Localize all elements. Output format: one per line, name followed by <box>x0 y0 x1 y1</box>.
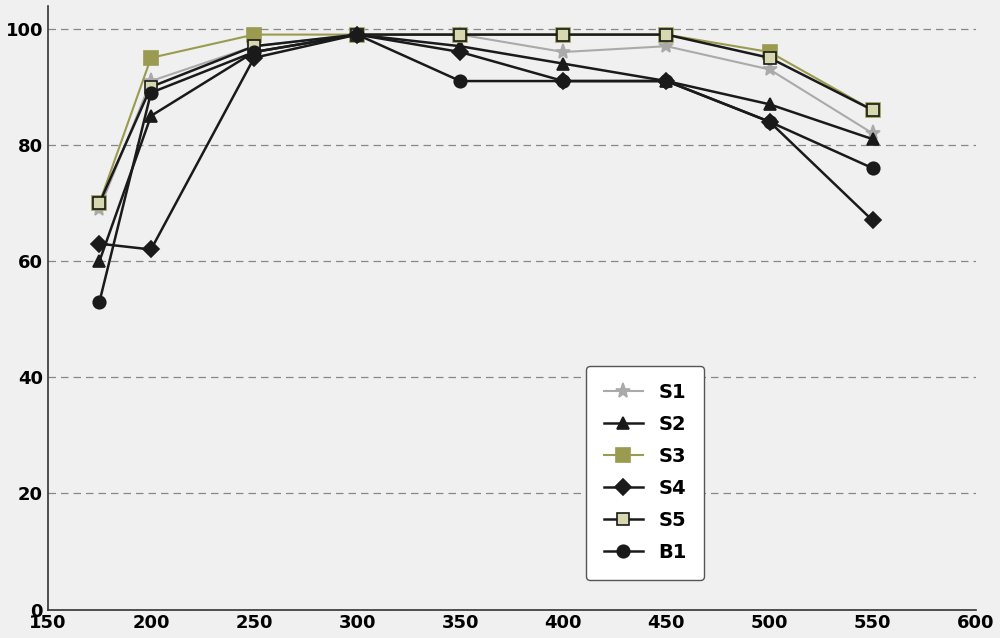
S3 <box>248 31 260 38</box>
S4 <box>660 77 672 85</box>
B1 <box>557 77 569 85</box>
S3 <box>764 48 776 56</box>
Line: S2: S2 <box>93 28 879 267</box>
S4 <box>557 77 569 85</box>
S3 <box>454 31 466 38</box>
S1 <box>93 205 105 212</box>
S5 <box>557 31 569 38</box>
S1 <box>867 130 879 137</box>
Line: S5: S5 <box>94 29 878 209</box>
S2 <box>454 42 466 50</box>
S3 <box>867 107 879 114</box>
B1 <box>660 77 672 85</box>
Line: S3: S3 <box>93 27 880 210</box>
B1 <box>351 31 363 38</box>
S1 <box>557 48 569 56</box>
B1 <box>93 298 105 306</box>
B1 <box>764 118 776 126</box>
S4 <box>764 118 776 126</box>
S1 <box>660 42 672 50</box>
B1 <box>145 89 157 96</box>
S4 <box>867 217 879 225</box>
S2 <box>93 257 105 265</box>
S4 <box>351 31 363 38</box>
S3 <box>93 199 105 207</box>
S1 <box>351 31 363 38</box>
B1 <box>248 48 260 56</box>
S5 <box>351 31 363 38</box>
S3 <box>351 31 363 38</box>
S5 <box>867 107 879 114</box>
S4 <box>145 246 157 253</box>
S5 <box>248 42 260 50</box>
S2 <box>351 31 363 38</box>
S2 <box>764 100 776 108</box>
S3 <box>145 54 157 62</box>
Line: S4: S4 <box>94 29 878 255</box>
S1 <box>454 31 466 38</box>
S3 <box>660 31 672 38</box>
Line: B1: B1 <box>93 28 879 308</box>
S5 <box>764 54 776 62</box>
S5 <box>93 199 105 207</box>
S4 <box>93 240 105 248</box>
S4 <box>454 48 466 56</box>
S2 <box>660 77 672 85</box>
S2 <box>145 112 157 120</box>
S2 <box>867 135 879 143</box>
B1 <box>867 165 879 172</box>
S1 <box>764 66 776 73</box>
S2 <box>248 48 260 56</box>
S5 <box>145 83 157 91</box>
S1 <box>248 42 260 50</box>
Line: S1: S1 <box>92 27 880 216</box>
S5 <box>454 31 466 38</box>
S3 <box>557 31 569 38</box>
S5 <box>660 31 672 38</box>
Legend: S1, S2, S3, S4, S5, B1: S1, S2, S3, S4, S5, B1 <box>586 366 704 580</box>
B1 <box>454 77 466 85</box>
S2 <box>557 60 569 68</box>
S4 <box>248 54 260 62</box>
S1 <box>145 77 157 85</box>
